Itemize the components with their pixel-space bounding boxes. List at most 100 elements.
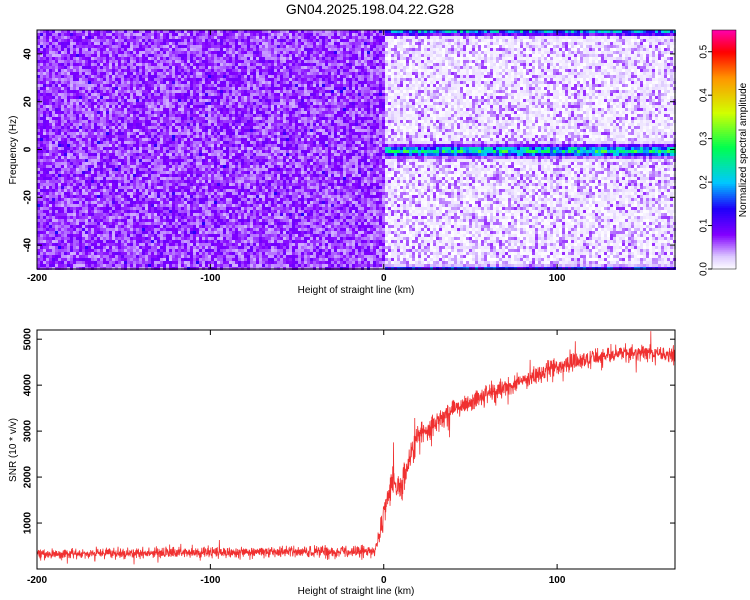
spectrogram-cell [154,42,157,45]
spectrogram-cell [40,171,43,174]
spectrogram-cell [82,120,85,123]
spectrogram-cell [187,108,190,111]
spectrogram-cell [196,117,199,120]
spectrogram-cell [124,243,127,246]
spectrogram-cell [136,201,139,204]
spectrogram-cell [148,171,151,174]
spectrogram-cell [64,159,67,162]
spectrogram-cell [184,87,187,90]
spectrogram-cell [91,117,94,120]
spectrogram-cell [82,198,85,201]
spectrogram-cell [220,78,223,81]
spectrogram-cell [121,138,124,141]
spectrogram-cell [40,60,43,63]
spectrogram-cell [109,51,112,54]
spectrogram-cell [181,90,184,93]
spectrogram-cell [139,147,142,150]
spectrogram-cell [112,207,115,210]
spectrogram-cell [115,105,118,108]
spectrogram-cell [52,198,55,201]
spectrogram-cell [196,246,199,249]
spectrogram-cell [175,144,178,147]
spectrogram-cell [37,228,40,231]
spectrogram-cell [97,258,100,261]
spectrogram-cell [76,105,79,108]
spectrogram-cell [76,150,79,153]
spectrogram-cell [124,231,127,234]
spectrogram-cell [49,174,52,177]
spectrogram-cell [97,63,100,66]
spectrogram-cell [196,147,199,150]
spectrogram-cell [154,216,157,219]
spectrogram-cell [169,204,172,207]
spectrogram-cell [211,138,214,141]
spectrogram-cell [43,57,46,60]
spectrogram-cell [133,246,136,249]
spectrogram-cell [172,213,175,216]
spectrogram-cell [40,30,43,33]
spectrogram-cell [106,171,109,174]
spectrogram-cell [145,105,148,108]
spectrogram-cell [148,102,151,105]
spectrogram-cell [88,141,91,144]
spectrogram-cell [139,87,142,90]
spectrogram-cell [55,63,58,66]
spectrogram-cell [178,264,181,267]
spectrogram-cell [130,147,133,150]
spectrogram-cell [136,132,139,135]
spectrogram-cell [124,39,127,42]
spectrogram-cell [208,258,211,261]
spectrogram-cell [199,138,202,141]
spectrogram-cell [100,165,103,168]
spectrogram-cell [187,258,190,261]
spectrogram-cell [121,60,124,63]
spectrogram-cell [133,108,136,111]
spectrogram-cell [166,123,169,126]
spectrogram-cell [145,183,148,186]
spectrogram-cell [103,231,106,234]
spectrogram-cell [160,198,163,201]
spectrogram-cell [121,123,124,126]
spectrogram-cell [88,210,91,213]
spectrogram-cell [145,75,148,78]
spectrogram-cell [139,42,142,45]
spectrogram-cell [46,45,49,48]
spectrogram-cell [151,258,154,261]
spectrogram-cell [91,63,94,66]
spectrogram-cell [106,102,109,105]
spectrogram-cell [76,60,79,63]
spectrogram-cell [169,39,172,42]
spectrogram-cell [124,180,127,183]
spectrogram-cell [64,75,67,78]
spectrogram-cell [130,36,133,39]
spectrogram-cell [79,69,82,72]
spectrogram-cell [73,123,76,126]
spectrogram-cell [85,30,88,33]
spectrogram-cell [112,114,115,117]
spectrogram-cell [199,93,202,96]
spectrogram-cell [94,69,97,72]
spectrogram-cell [43,231,46,234]
spectrogram-cell [217,153,220,156]
spectrogram-cell [190,186,193,189]
spectrogram-cell [169,261,172,264]
spectrogram-cell [85,249,88,252]
spectrogram-cell [124,204,127,207]
spectrogram-cell [199,96,202,99]
spectrogram-cell [178,165,181,168]
spectrogram-cell [100,183,103,186]
spectrogram-cell [157,192,160,195]
spectrogram-cell [40,93,43,96]
spectrogram-cell [79,42,82,45]
spectrogram-cell [61,66,64,69]
spectrogram-cell [64,201,67,204]
spectrogram-cell [142,198,145,201]
spectrogram-cell [55,258,58,261]
spectrogram-cell [52,249,55,252]
spectrogram-cell [112,81,115,84]
spectrogram-cell [133,96,136,99]
spectrogram-cell [217,99,220,102]
spectrogram-cell [136,165,139,168]
spectrogram-cell [91,93,94,96]
spectrogram-cell [175,240,178,243]
